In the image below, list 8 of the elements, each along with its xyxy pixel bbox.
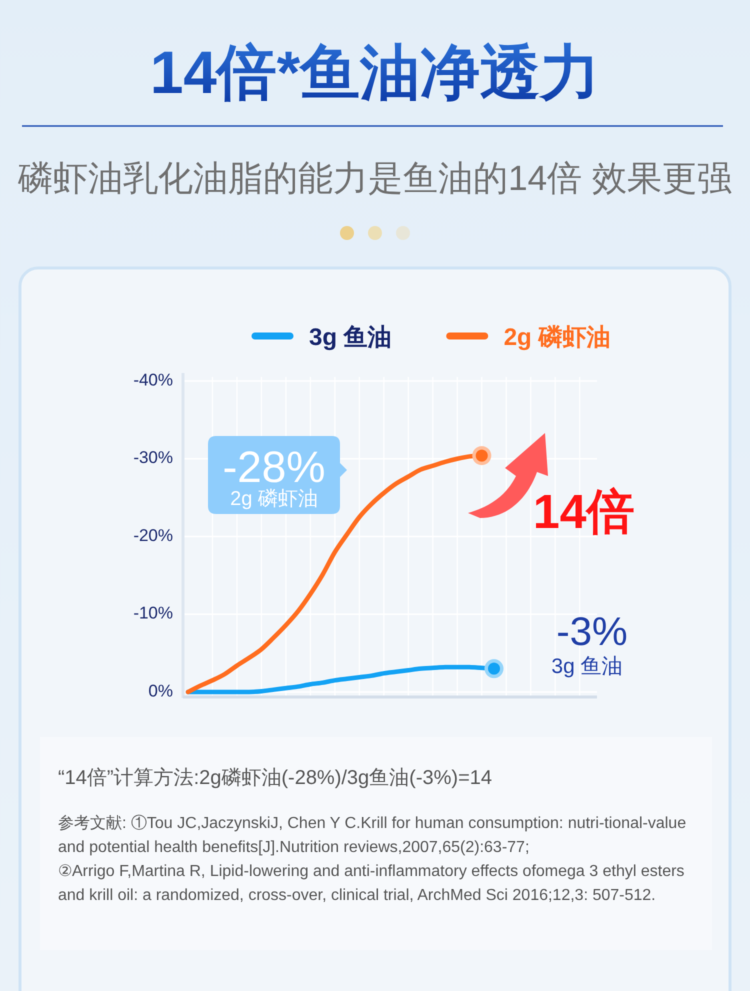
subtitle: 磷虾油乳化油脂的能力是鱼油的14倍 效果更强 [18,159,732,198]
annotation: 14倍 [533,486,634,539]
annotation: 3g 鱼油 [551,655,623,678]
title: 14倍*鱼油净透力 [150,39,600,106]
annotation: ②Arrigo F,Martina R, Lipid-lowering and anti-inflammatory effects ofomega 3 ethyl esters and krill oil: a randomized, cross-over, clinical trial, ArchMed Sci 2016;12,3: 507-512. [58,862,686,906]
annotation: “14倍”计算方法:2g磷虾油(-28%)/3g鱼油(-3%)=14 [58,767,492,789]
annotation: -3% [556,610,628,654]
annotation: 参考文献: ①Tou JC,JaczynskiJ, Chen Y C.Krill for human consumption: nutri-tional-value and potential health benefits[J].Nutrition reviews,2007,65(2):63-77; [58,814,688,858]
